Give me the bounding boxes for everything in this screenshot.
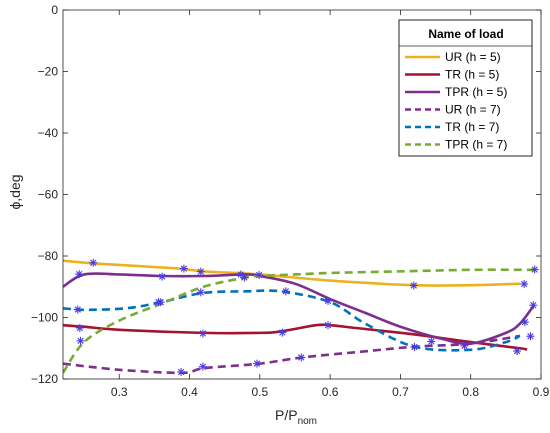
data-marker — [179, 264, 188, 273]
data-marker — [154, 298, 163, 307]
data-marker — [240, 273, 249, 282]
legend-label: UR (h = 5) — [445, 50, 501, 64]
data-marker — [324, 296, 333, 305]
series-line-3 — [63, 272, 536, 346]
data-marker — [520, 279, 529, 288]
data-marker — [520, 318, 529, 327]
legend-entry: UR (h = 7) — [405, 103, 501, 117]
marker-layer — [73, 258, 539, 376]
data-marker — [324, 321, 333, 330]
data-marker — [75, 323, 84, 332]
data-marker — [75, 270, 84, 279]
data-marker — [198, 329, 207, 338]
data-marker — [198, 362, 207, 371]
series-line-5 — [63, 289, 521, 352]
legend-entry: TPR (h = 7) — [405, 138, 507, 152]
series-line-2 — [63, 323, 528, 352]
legend-items: UR (h = 5) TR (h = 5) TPR (h = 5) UR (h = 7… — [405, 50, 507, 152]
x-axis-label: P/Pnom — [275, 407, 317, 427]
data-marker — [89, 258, 98, 267]
x-axis-label-main: P/P — [275, 407, 298, 423]
x-tick-label: 0.3 — [111, 385, 128, 399]
data-marker — [529, 301, 538, 310]
x-axis-label-sub: nom — [298, 416, 317, 427]
x-tick-label: 0.4 — [181, 385, 198, 399]
legend-box — [398, 19, 533, 157]
data-marker — [158, 272, 167, 281]
series-line-6 — [63, 268, 534, 374]
y-tick-label: −40 — [38, 126, 59, 140]
y-tick-label: −20 — [38, 65, 59, 79]
y-axis-label: ϕ,deg — [7, 174, 23, 209]
y-tick-label: −80 — [38, 249, 59, 263]
data-marker — [513, 347, 522, 356]
legend-label: TR (h = 7) — [445, 120, 499, 134]
legend: Name of load UR (h = 5) TR (h = 5) TPR (h … — [398, 19, 533, 157]
data-marker — [196, 288, 205, 297]
legend-title: Name of load — [428, 27, 503, 41]
data-marker — [196, 267, 205, 276]
x-tick-label: 0.5 — [251, 385, 268, 399]
data-marker — [177, 367, 186, 376]
data-marker — [526, 332, 535, 341]
data-marker — [281, 287, 290, 296]
data-marker — [530, 265, 539, 274]
data-marker — [278, 328, 287, 337]
y-tick-label: −60 — [38, 188, 59, 202]
x-tick-label: 0.6 — [322, 385, 339, 399]
axes: 0.3 0.4 0.5 0.6 0.7 0.8 0.9 −120 −100 −80 −60 −40 −2… — [31, 3, 550, 399]
legend-label: UR (h = 7) — [445, 103, 501, 117]
legend-entry: TPR (h = 5) — [405, 85, 507, 99]
series-layer — [63, 259, 536, 375]
data-marker — [76, 336, 85, 345]
data-marker — [460, 341, 469, 350]
legend-entry: UR (h = 5) — [405, 50, 501, 64]
data-marker — [255, 271, 264, 280]
legend-entry: TR (h = 5) — [405, 68, 499, 82]
data-marker — [297, 353, 306, 362]
legend-label: TR (h = 5) — [445, 68, 499, 82]
data-marker — [253, 359, 262, 368]
legend-label: TPR (h = 7) — [445, 138, 507, 152]
x-tick-label: 0.9 — [533, 385, 550, 399]
data-marker — [410, 343, 419, 352]
data-marker — [427, 337, 436, 346]
y-tick-label: −100 — [31, 311, 58, 325]
data-marker — [409, 281, 418, 290]
y-tick-label: −120 — [31, 372, 58, 386]
x-tick-label: 0.8 — [462, 385, 479, 399]
y-tick-label: 0 — [51, 3, 58, 17]
data-marker — [73, 305, 82, 314]
x-tick-label: 0.7 — [392, 385, 409, 399]
legend-label: TPR (h = 5) — [445, 85, 507, 99]
series-line-4 — [63, 334, 521, 375]
legend-entry: TR (h = 7) — [405, 120, 499, 134]
